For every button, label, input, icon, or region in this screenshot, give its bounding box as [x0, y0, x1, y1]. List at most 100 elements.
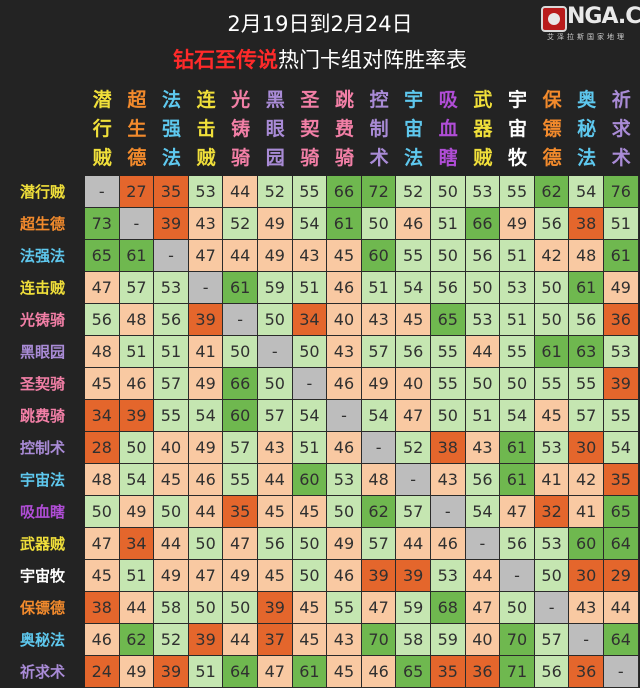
winrate-cell: 53: [500, 272, 535, 304]
nga-logo-icon: [541, 6, 567, 32]
column-header: 跳费骑: [334, 89, 354, 169]
winrate-cell: 60: [361, 240, 397, 272]
winrate-cell: 52: [396, 432, 431, 464]
winrate-cell: 76: [604, 176, 639, 208]
winrate-cell: 38: [569, 208, 604, 240]
winrate-cell: 48: [85, 336, 120, 368]
winrate-cell: 45: [85, 368, 120, 400]
winrate-cell: 39: [258, 592, 293, 624]
winrate-cell: 51: [500, 304, 535, 336]
row-header: 光铸骑: [19, 311, 65, 329]
winrate-cell: 45: [85, 560, 120, 592]
winrate-cell: -: [534, 592, 570, 624]
winrate-cell: 44: [223, 176, 258, 208]
winrate-cell: 55: [154, 400, 189, 432]
winrate-cell: 56: [500, 528, 535, 560]
winrate-cell: 61: [500, 432, 535, 464]
winrate-cell: 64: [604, 624, 639, 656]
winrate-cell: 53: [431, 560, 466, 592]
winrate-cell: 44: [465, 336, 501, 368]
winrate-cell: 50: [188, 592, 224, 624]
winrate-cell: 47: [85, 272, 120, 304]
winrate-cell: 72: [361, 176, 397, 208]
winrate-cell: 61: [327, 208, 362, 240]
winrate-cell: 46: [327, 272, 362, 304]
winrate-cell: 64: [604, 528, 639, 560]
winrate-cell: 39: [604, 368, 639, 400]
column-header: 保镖德: [542, 89, 562, 169]
winrate-cell: 53: [327, 464, 362, 496]
winrate-cell: 52: [396, 176, 431, 208]
column-header: 控制术: [369, 89, 389, 169]
column-header: 奥秘法: [577, 89, 597, 169]
winrate-cell: 50: [188, 528, 224, 560]
winrate-cell: 46: [396, 208, 431, 240]
winrate-cell: 57: [534, 624, 570, 656]
winrate-cell: 54: [569, 176, 604, 208]
winrate-cell: 71: [500, 656, 535, 688]
winrate-cell: 49: [188, 368, 224, 400]
winrate-cell: 65: [396, 656, 431, 688]
winrate-cell: 34: [85, 400, 120, 432]
winrate-cell: 57: [361, 528, 397, 560]
winrate-cell: -: [292, 368, 328, 400]
winrate-cell: 51: [465, 400, 501, 432]
winrate-cell: 54: [500, 400, 535, 432]
winrate-cell: 43: [292, 240, 328, 272]
winrate-cell: 51: [292, 432, 328, 464]
winrate-cell: 50: [119, 432, 155, 464]
winrate-cell: 53: [465, 304, 501, 336]
title-table-name: 热门卡组对阵胜率表: [278, 48, 467, 72]
winrate-cell: 51: [431, 208, 466, 240]
row-header: 奥秘法: [19, 631, 65, 649]
winrate-cell: 54: [465, 496, 501, 528]
winrate-cell: 45: [292, 624, 328, 656]
winrate-cell: 60: [223, 400, 258, 432]
winrate-cell: 52: [258, 176, 293, 208]
winrate-cell: 51: [292, 272, 328, 304]
row-header: 法强法: [19, 247, 65, 265]
winrate-cell: 59: [431, 624, 466, 656]
winrate-cell: 56: [534, 208, 570, 240]
winrate-cell: 27: [119, 176, 155, 208]
winrate-cell: 38: [85, 592, 120, 624]
row-header: 控制术: [19, 439, 65, 457]
winrate-cell: 45: [292, 592, 328, 624]
winrate-cell: 61: [223, 272, 258, 304]
winrate-cell: 49: [258, 208, 293, 240]
winrate-cell: 50: [534, 304, 570, 336]
winrate-cell: 48: [85, 464, 120, 496]
row-header: 超生德: [19, 215, 65, 233]
winrate-cell: 55: [431, 336, 466, 368]
winrate-cell: 66: [327, 176, 362, 208]
winrate-cell: 49: [223, 560, 258, 592]
winrate-cell: 55: [534, 368, 570, 400]
winrate-cell: 61: [534, 336, 570, 368]
winrate-cell: 56: [534, 656, 570, 688]
winrate-cell: 50: [465, 368, 501, 400]
column-header: 潜行贼: [92, 89, 112, 169]
winrate-cell: 53: [534, 528, 570, 560]
winrate-cell: 40: [396, 368, 431, 400]
winrate-cell: 43: [431, 464, 466, 496]
winrate-cell: 73: [85, 208, 120, 240]
winrate-cell: 36: [569, 656, 604, 688]
winrate-cell: 24: [85, 656, 120, 688]
winrate-cell: 60: [292, 464, 328, 496]
winrate-cell: -: [258, 336, 293, 368]
winrate-cell: 57: [569, 400, 604, 432]
winrate-cell: 58: [396, 624, 431, 656]
winrate-cell: 58: [154, 592, 189, 624]
nga-logo: NGA.CN 艾泽拉斯国家地理: [541, 4, 640, 41]
winrate-cell: 65: [85, 240, 120, 272]
column-header: 圣契骑: [300, 89, 320, 169]
winrate-cell: 35: [154, 176, 189, 208]
winrate-cell: 32: [534, 496, 570, 528]
winrate-cell: 52: [154, 624, 189, 656]
winrate-cell: 47: [361, 592, 397, 624]
row-header: 黑眼园: [19, 343, 65, 361]
winrate-cell: 47: [223, 528, 258, 560]
winrate-cell: 50: [258, 368, 293, 400]
winrate-cell: 50: [500, 592, 535, 624]
winrate-cell: 30: [569, 560, 604, 592]
